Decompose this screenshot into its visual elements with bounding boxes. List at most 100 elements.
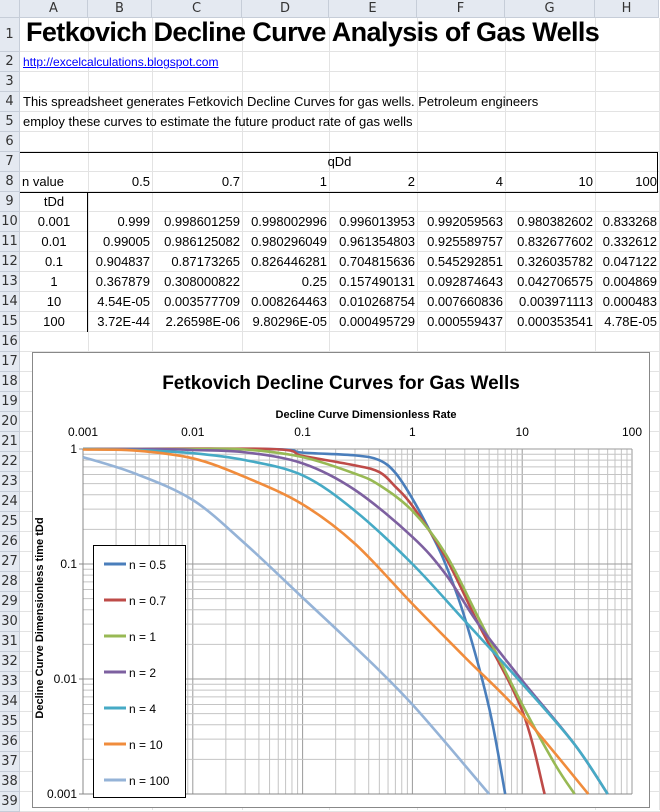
qdd-value: 0.980382602 (517, 214, 593, 229)
row-header-24[interactable]: 24 (0, 492, 20, 512)
row-header-27[interactable]: 27 (0, 552, 20, 572)
row-header-9[interactable]: 9 (0, 192, 20, 212)
x-tick-label: 100 (622, 425, 642, 439)
column-header-g[interactable]: G (505, 0, 595, 18)
row-header-36[interactable]: 36 (0, 732, 20, 752)
qdd-value: 0.092874643 (427, 274, 503, 289)
series-line-0.7 (82, 447, 546, 795)
row-header-20[interactable]: 20 (0, 412, 20, 432)
row-header-21[interactable]: 21 (0, 432, 20, 452)
table-border (657, 152, 658, 192)
row-header-26[interactable]: 26 (0, 532, 20, 552)
column-header-c[interactable]: C (152, 0, 242, 18)
qdd-value: 0.308000822 (164, 274, 240, 289)
qdd-value: 3.72E-44 (97, 314, 150, 329)
select-all-corner[interactable] (0, 0, 20, 18)
row-header-13[interactable]: 13 (0, 272, 20, 292)
qdd-value: 0.000559437 (427, 314, 503, 329)
series-line-1 (82, 447, 576, 795)
qdd-value: 0.332612 (602, 234, 657, 249)
gridline (20, 251, 660, 252)
row-header-10[interactable]: 10 (0, 212, 20, 232)
column-header-f[interactable]: F (417, 0, 505, 18)
x-tick-label: 0.001 (68, 425, 98, 439)
row-header-31[interactable]: 31 (0, 632, 20, 652)
row-header-12[interactable]: 12 (0, 252, 20, 272)
qdd-value: 0.996013953 (339, 214, 415, 229)
blog-link[interactable]: http://excelcalculations.blogspot.com (23, 55, 219, 69)
n-value-header: 10 (578, 174, 593, 189)
qdd-value: 0.999 (117, 214, 150, 229)
row-header-29[interactable]: 29 (0, 592, 20, 612)
row-header-25[interactable]: 25 (0, 512, 20, 532)
gridline (20, 171, 660, 172)
table-border (20, 152, 658, 153)
column-header-b[interactable]: B (88, 0, 152, 18)
tdd-value: 10 (46, 294, 62, 309)
column-header-d[interactable]: D (242, 0, 329, 18)
legend-item: n = 1 (129, 630, 156, 644)
row-header-15[interactable]: 15 (0, 312, 20, 332)
tdd-value: 0.001 (37, 214, 71, 229)
tdd-value: 0.1 (44, 254, 64, 269)
row-header-17[interactable]: 17 (0, 352, 20, 372)
row-header-23[interactable]: 23 (0, 472, 20, 492)
row-header-34[interactable]: 34 (0, 692, 20, 712)
qdd-value: 4.78E-05 (604, 314, 657, 329)
qdd-value: 0.007660836 (427, 294, 503, 309)
row-header-30[interactable]: 30 (0, 612, 20, 632)
row-header-2[interactable]: 2 (0, 52, 20, 72)
row-header-39[interactable]: 39 (0, 792, 20, 812)
row-header-28[interactable]: 28 (0, 572, 20, 592)
row-header-16[interactable]: 16 (0, 332, 20, 352)
qdd-value: 0.826446281 (251, 254, 327, 269)
row-header-38[interactable]: 38 (0, 772, 20, 792)
row-header-14[interactable]: 14 (0, 292, 20, 312)
row-header-18[interactable]: 18 (0, 372, 20, 392)
qdd-value: 2.26598E-06 (165, 314, 240, 329)
qdd-value: 0.042706575 (517, 274, 593, 289)
legend-item: n = 2 (129, 666, 156, 680)
row-header-8[interactable]: 8 (0, 172, 20, 192)
row-header-35[interactable]: 35 (0, 712, 20, 732)
y-axis-title: Decline Curve Dimensionless time tDd (34, 517, 46, 718)
qdd-value: 4.54E-05 (97, 294, 150, 309)
row-header-32[interactable]: 32 (0, 652, 20, 672)
qdd-value: 0.904837 (95, 254, 150, 269)
row-header-3[interactable]: 3 (0, 72, 20, 92)
column-header-e[interactable]: E (329, 0, 417, 18)
row-header-4[interactable]: 4 (0, 92, 20, 112)
sheet-title: Fetkovich Decline Curve Analysis of Gas … (26, 17, 600, 47)
qdd-header: qDd (327, 154, 352, 169)
qdd-value: 0.545292851 (427, 254, 503, 269)
qdd-value: 0.87173265 (171, 254, 240, 269)
row-header-37[interactable]: 37 (0, 752, 20, 772)
qdd-value: 0.003577709 (164, 294, 240, 309)
qdd-value: 0.367879 (95, 274, 150, 289)
row-header-7[interactable]: 7 (0, 152, 20, 172)
table-border (87, 192, 88, 332)
row-header-11[interactable]: 11 (0, 232, 20, 252)
gridline (20, 351, 660, 352)
row-header-1[interactable]: 1 (0, 18, 20, 52)
n-value-header: 0.7 (221, 174, 240, 189)
n-value-label: n value (22, 174, 64, 189)
qdd-value: 0.925589757 (427, 234, 503, 249)
column-header-a[interactable]: A (20, 0, 88, 18)
row-header-33[interactable]: 33 (0, 672, 20, 692)
row-header-5[interactable]: 5 (0, 112, 20, 132)
column-header-h[interactable]: H (595, 0, 659, 18)
n-value-header: 2 (407, 174, 415, 189)
qdd-value: 0.992059563 (427, 214, 503, 229)
row-header-19[interactable]: 19 (0, 392, 20, 412)
series-line-4 (82, 447, 609, 795)
gridline (20, 151, 660, 152)
gridline (20, 231, 660, 232)
gridline (20, 111, 660, 112)
row-header-22[interactable]: 22 (0, 452, 20, 472)
gridline (20, 331, 660, 332)
qdd-value: 0.986125082 (164, 234, 240, 249)
row-header-6[interactable]: 6 (0, 132, 20, 152)
qdd-value: 9.80296E-05 (252, 314, 327, 329)
